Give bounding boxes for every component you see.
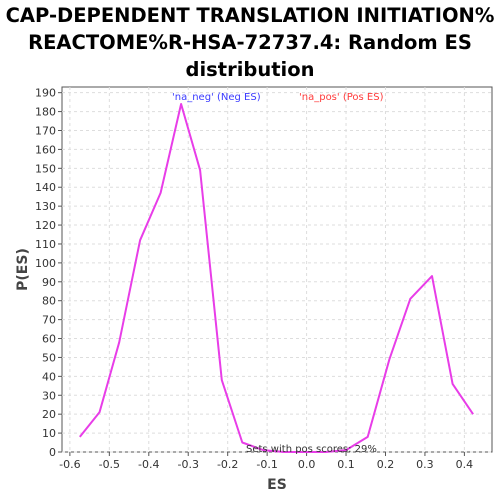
chart-title-line-2: REACTOME%R-HSA-72737.4: Random ES (28, 31, 472, 54)
pos-scores-annotation: Sets with pos scores: 29% (246, 444, 377, 455)
x-tick-label: -0.1 (256, 458, 277, 471)
y-tick-label: 80 (42, 295, 56, 308)
x-tick-label: -0.2 (217, 458, 238, 471)
series-group (79, 103, 474, 453)
x-tick-label: -0.6 (59, 458, 80, 471)
y-axis-label: P(ES) (15, 248, 31, 291)
grid-lines (62, 87, 492, 453)
y-tick-label: 150 (35, 162, 56, 175)
y-tick-label: 140 (35, 181, 56, 194)
legend-entry-pos: 'na_pos' (Pos ES) (299, 92, 384, 103)
x-tick-label: 0.2 (377, 458, 395, 471)
x-tick-label: 0.0 (298, 458, 316, 471)
y-tick-label: 50 (42, 351, 56, 364)
y-tick-label: 0 (49, 446, 56, 459)
y-tick-label: 30 (42, 389, 56, 402)
x-tick-label: -0.4 (138, 458, 159, 471)
plot-background (61, 86, 493, 453)
chart-title-line-3: distribution (185, 58, 315, 81)
y-tick-label: 90 (42, 276, 56, 289)
y-tick-label: 20 (42, 408, 56, 421)
x-axis-label: ES (267, 477, 287, 493)
legend-entry-neg: 'na_neg' (Neg ES) (172, 92, 261, 103)
series-line (79, 103, 474, 453)
y-tick-label: 100 (35, 257, 56, 270)
y-tick-label: 170 (35, 124, 56, 137)
y-tick-label: 40 (42, 370, 56, 383)
y-tick-label: 10 (42, 427, 56, 440)
y-tick-label: 110 (35, 238, 56, 251)
x-tick-label: 0.3 (416, 458, 434, 471)
y-tick-label: 70 (42, 314, 56, 327)
x-tick-label: -0.5 (99, 458, 120, 471)
y-axis-ticks: 0 10 20 30 40 50 60 70 80 90 100 110 120 130 140 150 160… (35, 87, 62, 459)
y-tick-label: 160 (35, 143, 56, 156)
y-tick-label: 60 (42, 333, 56, 346)
y-tick-label: 130 (35, 200, 56, 213)
y-tick-label: 120 (35, 219, 56, 232)
x-tick-label: -0.3 (178, 458, 199, 471)
x-tick-label: 0.1 (337, 458, 355, 471)
y-tick-label: 180 (35, 106, 56, 119)
chart-title-line-1: CAP-DEPENDENT TRANSLATION INITIATION% (5, 4, 495, 27)
x-axis-ticks: -0.6 -0.5 -0.4 -0.3 -0.2 -0.1 0.0 0.1 0.2 0.3 0.4 (59, 452, 473, 471)
x-tick-label: 0.4 (456, 458, 474, 471)
y-tick-label: 190 (35, 87, 56, 100)
